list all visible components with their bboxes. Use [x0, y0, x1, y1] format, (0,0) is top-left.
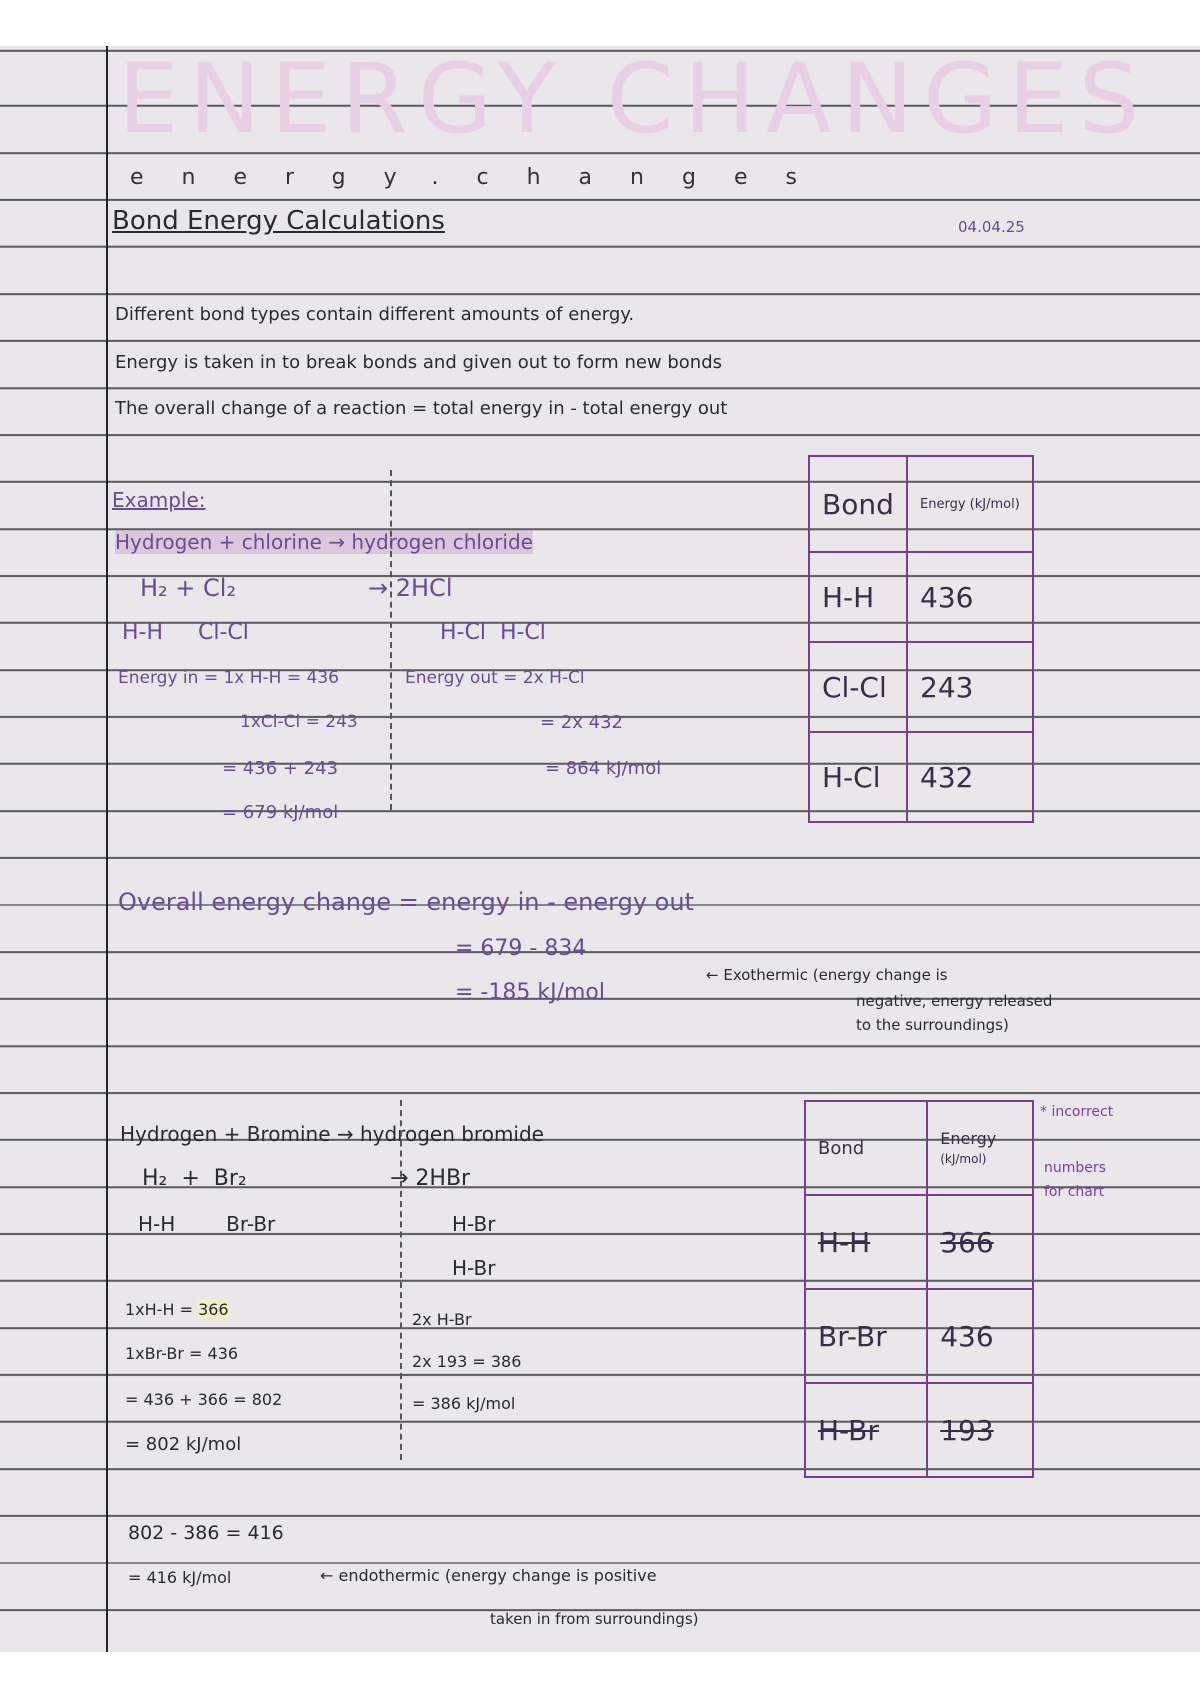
energy-out: = 386 kJ/mol — [412, 1394, 516, 1413]
result: 802 - 386 = 416 — [128, 1522, 284, 1544]
energy-in: 1xCl-Cl = 243 — [240, 712, 358, 732]
heading: Bond Energy Calculations — [112, 206, 445, 236]
bond-energy-table-2: Bond Energy (kJ/mol) H-H 366 Br-Br 436 H-Br 1… — [803, 1100, 1034, 1478]
bond-energy-table-1: Bond Energy (kJ/mol) H-H 436 Cl-Cl 243 H-Cl… — [807, 455, 1034, 823]
symbol-product: → 2HCl — [368, 574, 453, 602]
intro-line: Energy is taken in to break bonds and gi… — [115, 352, 723, 373]
energy-in: 1xBr-Br = 436 — [125, 1344, 239, 1363]
exothermic-note: ← Exothermic (energy change is — [706, 966, 948, 984]
energy-out: 2x H-Br — [412, 1310, 472, 1329]
result: = 416 kJ/mol — [128, 1568, 232, 1587]
energy-in-text: 1xH-H = — [125, 1300, 199, 1319]
energy-out: = 864 kJ/mol — [545, 758, 662, 779]
energy-in: = 436 + 243 — [222, 758, 339, 779]
table-cell: 193 — [926, 1382, 1034, 1478]
bonds-reactants: H-H Br-Br — [138, 1212, 276, 1236]
table-cell: H-Cl — [807, 731, 909, 823]
notebook-page — [0, 46, 1200, 1652]
decorative-title: ENERGY CHANGES — [118, 43, 1150, 155]
energy-in: = 436 + 366 = 802 — [125, 1390, 283, 1409]
overall-change: Overall energy change = energy in - ener… — [118, 888, 694, 916]
energy-in: 1xH-H = 366 — [125, 1300, 229, 1319]
overall-change: = 679 - 834 — [455, 936, 587, 961]
exothermic-note: negative, energy released — [856, 992, 1053, 1010]
table-cell: H-H — [807, 551, 909, 643]
energy-out: Energy out = 2x H-Cl — [405, 668, 585, 688]
table-cell: 436 — [906, 551, 1034, 643]
word-equation: Hydrogen + chlorine → hydrogen chloride — [115, 530, 533, 554]
table-cell: Cl-Cl — [807, 641, 909, 733]
side-note: for chart — [1044, 1184, 1105, 1200]
endothermic-note: ← endothermic (energy change is positive — [320, 1566, 657, 1585]
energy-in: = 802 kJ/mol — [125, 1434, 242, 1455]
table-header: Energy (kJ/mol) — [926, 1100, 1034, 1196]
exothermic-note: to the surroundings) — [856, 1016, 1009, 1034]
table-header: Bond — [803, 1100, 929, 1196]
bonds-products: H-Cl H-Cl — [440, 620, 546, 645]
symbol-reactants: H₂ + Br₂ — [142, 1166, 247, 1191]
symbol-reactants: H₂ + Cl₂ — [140, 574, 237, 602]
table-cell: H-Br — [803, 1382, 929, 1478]
table-cell: 366 — [926, 1194, 1034, 1290]
symbol-product: → 2HBr — [390, 1166, 471, 1191]
table-header: Energy (kJ/mol) — [906, 455, 1034, 553]
energy-out: 2x 193 = 386 — [412, 1352, 522, 1371]
side-note: numbers — [1044, 1160, 1106, 1176]
date: 04.04.25 — [958, 218, 1025, 236]
side-note: * incorrect — [1040, 1104, 1114, 1120]
intro-line: The overall change of a reaction = total… — [115, 398, 728, 419]
table-header: Bond — [807, 455, 909, 553]
divider — [390, 470, 392, 810]
energy-in: = 679 kJ/mol — [222, 802, 339, 823]
table-cell: 243 — [906, 641, 1034, 733]
table-cell: H-H — [803, 1194, 929, 1290]
intro-line: Different bond types contain different a… — [115, 304, 635, 325]
margin-line — [106, 46, 108, 1652]
bonds-products: H-Br — [452, 1256, 496, 1280]
word-equation: Hydrogen + Bromine → hydrogen bromide — [120, 1122, 544, 1146]
table-cell: Br-Br — [803, 1288, 929, 1384]
overall-change: = -185 kJ/mol — [455, 980, 605, 1005]
energy-out: = 2x 432 — [540, 712, 623, 733]
endothermic-note: taken in from surroundings) — [490, 1610, 699, 1628]
energy-in: Energy in = 1x H-H = 436 — [118, 668, 339, 688]
header-unit: (kJ/mol) — [940, 1152, 987, 1166]
example-label: Example: — [112, 488, 206, 512]
header-text: Energy — [940, 1129, 997, 1148]
bonds-reactants: H-H Cl-Cl — [122, 620, 249, 645]
title: energy.changes — [130, 165, 835, 190]
table-cell: 436 — [926, 1288, 1034, 1384]
divider — [400, 1100, 402, 1460]
table-cell: 432 — [906, 731, 1034, 823]
bonds-products: H-Br — [452, 1212, 496, 1236]
highlighted-value: 366 — [198, 1300, 229, 1319]
